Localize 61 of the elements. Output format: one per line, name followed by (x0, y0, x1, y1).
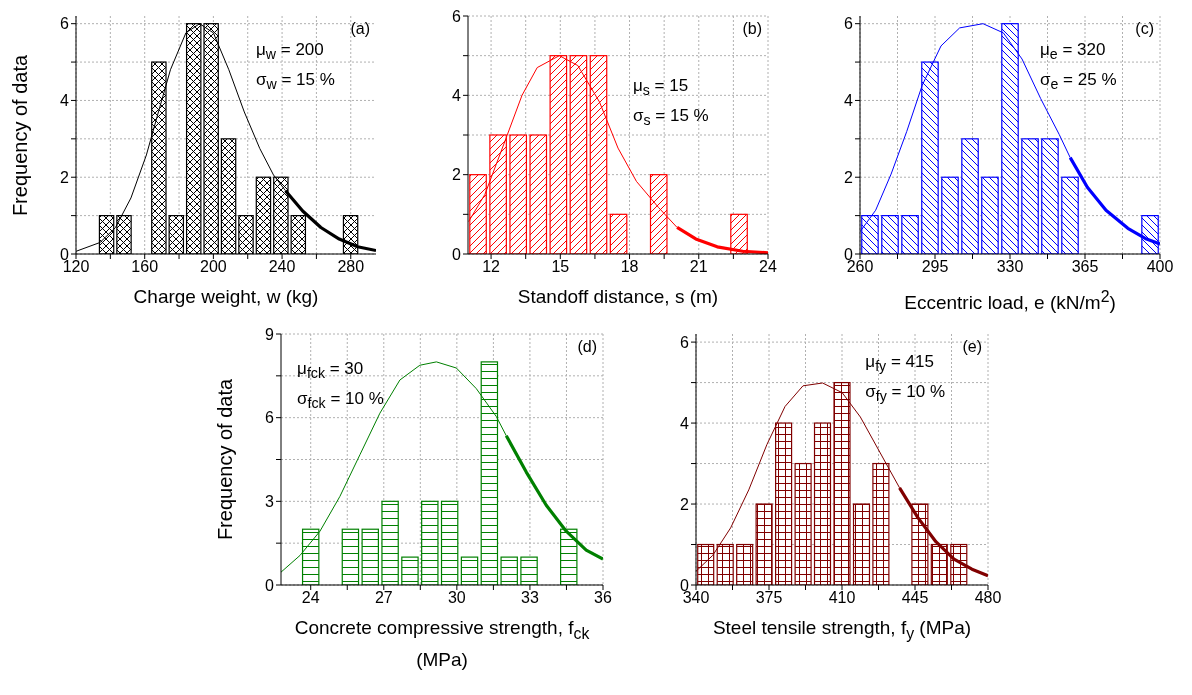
y-tick-label: 6 (844, 15, 854, 33)
x-axis-title: Charge weight, w (kg) (132, 285, 320, 309)
y-tick-label: 0 (265, 576, 275, 594)
y-tick-label: 2 (60, 168, 70, 186)
x-axis-title: Steel tensile strength, f$_{y}$ (MPa) (711, 616, 973, 644)
x-tick-label: 21 (689, 258, 708, 276)
annotation: (a) (350, 20, 370, 38)
x-tick-label: 400 (1146, 258, 1174, 276)
x-tick-label: 365 (1071, 258, 1099, 276)
annotation: (b) (742, 20, 762, 38)
annotation: μ$_{s}$ = 15 (633, 75, 689, 98)
x-axis-title: Standoff distance, s (m) (516, 285, 720, 309)
annotation: σ$_{fy}$ = 10 % (865, 381, 945, 404)
annotation: μ$_{e}$ = 320 (1040, 39, 1106, 63)
x-tick-label: 18 (620, 258, 639, 276)
annotation: σ$_{fck}$ = 10 % (297, 389, 384, 412)
y-tick-label: 9 (265, 325, 275, 343)
annotation: σ$_{w}$ = 15 % (256, 69, 335, 93)
y-tick-label: 4 (452, 87, 462, 105)
x-tick-label: 240 (268, 258, 296, 276)
text: Concrete compressive strength, f$_{ck}$ (MPa) (294, 617, 590, 670)
annotation: σ$_{s}$ = 15 % (633, 105, 709, 128)
y-axis-title: Frequency of data (9, 54, 33, 216)
x-tick-label: 445 (901, 589, 929, 607)
x-tick-label: 295 (921, 258, 949, 276)
x-tick-label: 24 (301, 589, 320, 607)
y-tick-label: 0 (452, 245, 462, 263)
y-tick-label: 6 (265, 409, 275, 427)
y-tick-label: 6 (452, 7, 462, 25)
x-tick-label: 410 (828, 589, 856, 607)
x-tick-label: 33 (521, 589, 539, 607)
y-tick-label: 2 (680, 495, 690, 513)
annotation: (e) (962, 338, 982, 356)
x-tick-label: 200 (200, 258, 227, 276)
x-tick-label: 330 (996, 258, 1024, 276)
x-tick-label: 480 (974, 589, 1002, 607)
x-tick-label: 24 (759, 258, 777, 276)
x-tick-label: 12 (482, 258, 501, 276)
y-tick-label: 3 (265, 493, 275, 511)
x-axis-title: Eccentric load, e (kN/m$^{2}$) (903, 287, 1117, 316)
y-tick-label: 2 (844, 168, 854, 186)
x-tick-label: 27 (374, 589, 393, 607)
annotation: σ$_{e}$ = 25 % (1040, 69, 1117, 93)
y-tick-label: 2 (452, 166, 462, 184)
annotation: μ$_{w}$ = 200 (256, 39, 324, 63)
annotation: (d) (577, 338, 597, 356)
x-tick-label: 280 (337, 258, 365, 276)
y-axis-title: Frequency of data (214, 378, 238, 541)
y-tick-label: 6 (680, 333, 690, 351)
y-tick-label: 4 (680, 414, 690, 432)
y-tick-label: 4 (844, 92, 854, 110)
x-tick-label: 36 (594, 589, 612, 607)
y-tick-label: 4 (60, 92, 70, 110)
x-tick-label: 30 (447, 589, 466, 607)
annotation: μ$_{fck}$ = 30 (297, 359, 364, 382)
annotation: μ$_{fy}$ = 415 (865, 351, 934, 374)
x-tick-label: 160 (131, 258, 159, 276)
annotation: (c) (1135, 20, 1154, 38)
y-tick-label: 6 (60, 15, 70, 33)
x-tick-label: 375 (755, 589, 783, 607)
x-tick-label: 15 (551, 258, 570, 276)
